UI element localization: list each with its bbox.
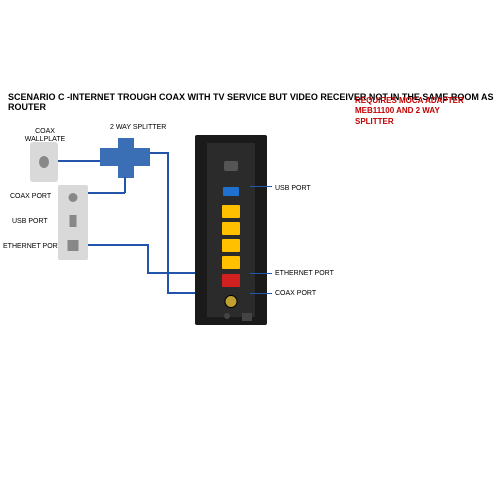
adapter-coax-port-icon bbox=[69, 193, 78, 202]
two-way-splitter bbox=[100, 133, 150, 178]
router-coax-port-icon bbox=[225, 295, 238, 308]
router-top-port-icon bbox=[224, 161, 238, 171]
router-eth-port-3-icon bbox=[222, 239, 240, 252]
splitter-label: 2 WAY SPLITTER bbox=[110, 124, 166, 132]
coax-wallplate bbox=[30, 142, 58, 182]
router-power-port-icon bbox=[242, 313, 252, 321]
adapter-eth-port-icon bbox=[68, 240, 79, 251]
router-eth-port-2-icon bbox=[222, 222, 240, 235]
line-adapter-router-h1 bbox=[88, 244, 148, 246]
router-usb-label: USB PORT bbox=[275, 185, 311, 193]
pointer-router-coax bbox=[250, 293, 272, 294]
splitter-body-v bbox=[118, 138, 134, 178]
pointer-router-usb bbox=[250, 186, 272, 187]
router-reset-icon bbox=[224, 313, 230, 319]
router-eth-port-4-icon bbox=[222, 256, 240, 269]
router-device bbox=[195, 135, 267, 325]
adapter-coax-label: COAX PORT bbox=[10, 193, 51, 201]
line-splitter-adapter-v bbox=[124, 177, 126, 193]
line-wallplate-splitter bbox=[58, 160, 100, 162]
line-splitter-router-v bbox=[167, 152, 169, 292]
router-usb-port-icon bbox=[223, 187, 239, 196]
adapter-usb-label: USB PORT bbox=[12, 218, 48, 226]
router-wan-port-icon bbox=[222, 274, 240, 287]
line-splitter-adapter-h bbox=[88, 192, 125, 194]
router-eth-label: ETHERNET PORT bbox=[275, 270, 334, 278]
requirement-note: REQUIRES MOCA ADAPTER MEB11100 AND 2 WAY… bbox=[355, 96, 464, 127]
adapter-eth-label: ETHERNET PORT bbox=[3, 243, 62, 251]
req-line-1: REQUIRES MOCA ADAPTER bbox=[355, 96, 464, 106]
line-splitter-router-h2 bbox=[167, 292, 195, 294]
router-eth-port-1-icon bbox=[222, 205, 240, 218]
line-adapter-router-v bbox=[147, 244, 149, 273]
adapter-usb-port-icon bbox=[70, 215, 77, 227]
line-splitter-router-h1 bbox=[150, 152, 168, 154]
router-panel bbox=[207, 143, 255, 317]
pointer-router-eth bbox=[250, 273, 272, 274]
line-adapter-router-h2 bbox=[147, 272, 195, 274]
router-coax-label: COAX PORT bbox=[275, 290, 316, 298]
moca-adapter bbox=[58, 185, 88, 260]
req-line-2: MEB11100 AND 2 WAY bbox=[355, 106, 464, 116]
req-line-3: SPLITTER bbox=[355, 117, 464, 127]
